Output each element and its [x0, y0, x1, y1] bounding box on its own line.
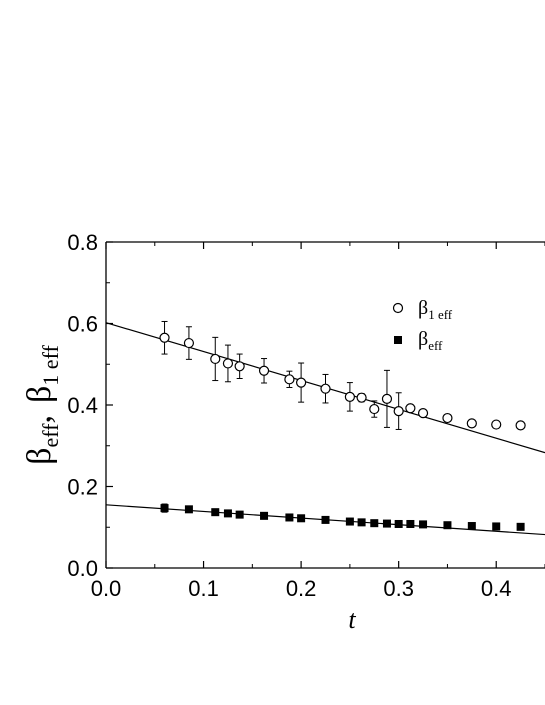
- legend-filled-square-icon: [394, 336, 402, 344]
- data-point-square: [223, 509, 232, 518]
- data-point-square: [297, 514, 306, 523]
- data-point-square: [235, 510, 244, 519]
- data-point-circle: [344, 391, 355, 402]
- data-point-circle: [491, 419, 502, 430]
- x-tick-label: 0.1: [188, 576, 219, 601]
- y-axis: 0.0 0.2 0.4 0.6 0.8: [67, 230, 113, 581]
- legend: β1 eff βeff: [392, 297, 453, 353]
- data-point-circle: [381, 393, 393, 404]
- svg-text:β1 eff: β1 eff: [418, 297, 453, 322]
- data-point-circle: [320, 383, 331, 394]
- data-point-square: [443, 521, 452, 530]
- x-tick-label: 0.4: [481, 576, 512, 601]
- data-point-circle: [258, 365, 270, 376]
- x-tick-label: 0.3: [383, 576, 414, 601]
- data-point-circle: [417, 408, 429, 419]
- y-tick-label: 0.2: [67, 475, 98, 500]
- y-tick-label: 0.8: [67, 230, 98, 255]
- data-point-square: [184, 505, 193, 514]
- data-point-square: [285, 513, 294, 522]
- data-markers: [159, 320, 526, 531]
- data-point-square: [357, 518, 366, 527]
- svg-text:βeff: βeff: [418, 328, 443, 353]
- data-point-circle: [222, 358, 234, 369]
- data-point-circle: [210, 353, 221, 365]
- data-point-circle: [296, 377, 307, 388]
- data-point-square: [467, 522, 476, 531]
- data-point-circle: [159, 332, 170, 343]
- data-point-square: [160, 504, 169, 513]
- data-point-circle: [515, 420, 526, 431]
- y-tick-label: 0.0: [67, 556, 98, 581]
- data-point-circle: [369, 403, 380, 415]
- x-axis-title: t: [348, 605, 356, 634]
- x-tick-label: 0.2: [286, 576, 317, 601]
- data-point-square: [321, 515, 330, 524]
- data-point-square: [419, 520, 428, 529]
- svg-text:βeff,β1 eff: βeff,β1 eff: [21, 344, 63, 464]
- data-point-circle: [356, 392, 367, 403]
- x-axis: 0.0 0.1 0.2 0.3 0.4: [91, 242, 545, 601]
- data-point-square: [211, 508, 220, 517]
- y-axis-title: βeff,β1 eff: [21, 344, 63, 464]
- x-tick-label: 0.0: [91, 576, 122, 601]
- legend-entry-beta1-eff: β1 eff: [392, 297, 453, 322]
- y-tick-label: 0.6: [67, 312, 98, 337]
- data-point-square: [516, 522, 525, 531]
- legend-label-beta-eff: β: [418, 328, 428, 350]
- data-point-square: [394, 519, 403, 528]
- data-point-square: [382, 519, 391, 528]
- data-point-square: [492, 522, 501, 531]
- data-point-circle: [284, 374, 295, 385]
- fit-lines: [105, 322, 545, 536]
- data-point-circle: [442, 412, 453, 424]
- data-point-circle: [393, 406, 404, 417]
- data-point-circle: [183, 337, 195, 349]
- data-point-circle: [466, 418, 477, 429]
- legend-entry-beta-eff: βeff: [394, 328, 443, 353]
- data-point-square: [260, 511, 269, 520]
- data-point-circle: [405, 403, 416, 414]
- data-point-square: [370, 519, 379, 528]
- y-tick-label: 0.4: [67, 393, 98, 418]
- data-point-square: [406, 519, 415, 528]
- data-point-circle: [234, 361, 245, 372]
- legend-open-circle-icon: [392, 302, 404, 314]
- data-point-square: [345, 517, 354, 526]
- legend-label-beta1-eff: β: [418, 297, 428, 319]
